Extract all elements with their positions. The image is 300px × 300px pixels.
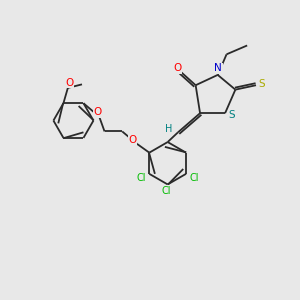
Text: O: O — [129, 135, 137, 145]
Text: Cl: Cl — [190, 173, 199, 183]
Text: Cl: Cl — [190, 173, 199, 183]
Text: S: S — [258, 79, 265, 89]
Text: Cl: Cl — [136, 173, 146, 183]
Text: Cl: Cl — [161, 186, 171, 196]
Text: O: O — [94, 107, 102, 117]
Text: N: N — [214, 63, 222, 74]
Text: H: H — [165, 124, 172, 134]
Text: O: O — [65, 78, 74, 88]
Text: S: S — [228, 110, 235, 120]
Text: O: O — [173, 63, 181, 74]
